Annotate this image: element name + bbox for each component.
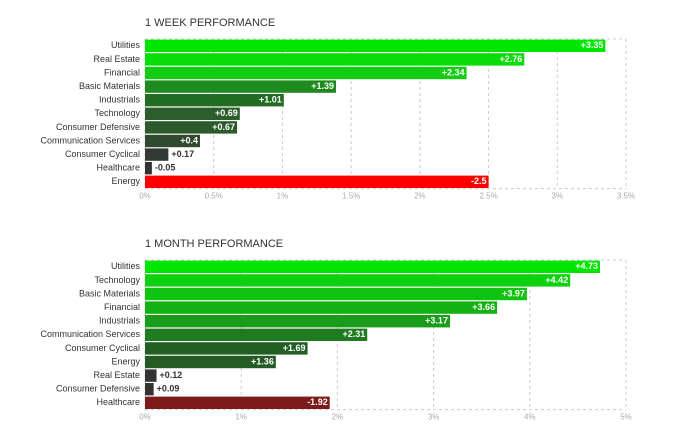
value-label: +1.01 <box>259 95 282 105</box>
bar <box>145 301 498 314</box>
category-label: Energy <box>111 356 140 366</box>
value-label: +3.17 <box>425 316 448 326</box>
category-label: Consumer Defensive <box>56 122 140 132</box>
category-label: Technology <box>94 108 140 118</box>
x-tick-label: 5% <box>620 413 632 422</box>
bar <box>145 53 525 66</box>
value-label: +4.73 <box>575 261 598 271</box>
category-label: Basic Materials <box>79 81 141 91</box>
bar <box>145 342 308 355</box>
value-label: +0.17 <box>171 149 194 159</box>
value-label: +4.42 <box>545 275 568 285</box>
value-label: +1.36 <box>251 356 274 366</box>
bar <box>145 94 284 107</box>
bar <box>145 328 368 341</box>
category-label: Basic Materials <box>79 288 141 298</box>
bar <box>145 383 154 396</box>
x-tick-label: 1% <box>235 413 247 422</box>
value-label: +3.66 <box>472 302 495 312</box>
value-label: +1.69 <box>283 343 306 353</box>
category-label: Real Estate <box>93 54 140 64</box>
category-label: Communication Services <box>40 135 140 145</box>
value-label: +1.39 <box>311 81 334 91</box>
value-label: +2.31 <box>342 329 365 339</box>
value-label: -2.5 <box>471 176 487 186</box>
value-label: +3.35 <box>581 40 604 50</box>
category-label: Utilities <box>111 40 141 50</box>
category-label: Consumer Cyclical <box>65 149 140 159</box>
bar <box>145 287 527 301</box>
bar <box>145 260 601 273</box>
value-label: +0.12 <box>160 370 183 380</box>
bar <box>145 121 238 134</box>
x-tick-label: 0% <box>139 413 151 422</box>
category-label: Industrials <box>99 95 141 105</box>
x-tick-label: 0% <box>139 192 151 201</box>
category-label: Financial <box>104 302 140 312</box>
x-tick-label: 1% <box>277 192 289 201</box>
bar <box>145 39 606 52</box>
bar <box>145 107 240 120</box>
x-tick-label: 3.5% <box>617 192 635 201</box>
bar <box>145 162 152 175</box>
bar <box>145 369 157 382</box>
category-label: Financial <box>104 67 140 77</box>
category-label: Industrials <box>99 316 141 326</box>
chart-title: 1 MONTH PERFORMANCE <box>145 238 283 250</box>
x-tick-label: 2.5% <box>479 192 497 201</box>
bar <box>145 396 330 409</box>
category-label: Healthcare <box>96 163 140 173</box>
x-tick-label: 3% <box>552 192 564 201</box>
bar <box>145 175 489 188</box>
bar <box>145 134 200 148</box>
bar <box>145 355 276 369</box>
value-label: +0.09 <box>157 384 180 394</box>
x-tick-label: 4% <box>524 413 536 422</box>
value-label: +2.34 <box>442 67 465 77</box>
x-tick-label: 2% <box>332 413 344 422</box>
value-label: +3.97 <box>502 288 525 298</box>
category-label: Consumer Cyclical <box>65 343 140 353</box>
value-label: -1.92 <box>307 397 328 407</box>
chart-title: 1 WEEK PERFORMANCE <box>145 17 275 29</box>
x-tick-label: 2% <box>414 192 426 201</box>
category-label: Technology <box>94 275 140 285</box>
x-tick-label: 1.5% <box>342 192 360 201</box>
category-label: Healthcare <box>96 397 140 407</box>
value-label: +0.69 <box>215 108 238 118</box>
x-tick-label: 0.5% <box>205 192 223 201</box>
category-label: Utilities <box>111 261 141 271</box>
bar <box>145 148 169 161</box>
value-label: +0.4 <box>180 135 198 145</box>
value-label: -0.05 <box>155 163 176 173</box>
bar <box>145 66 467 80</box>
category-label: Energy <box>111 176 140 186</box>
bar <box>145 274 571 287</box>
category-label: Communication Services <box>40 329 140 339</box>
category-label: Real Estate <box>93 370 140 380</box>
category-label: Consumer Defensive <box>56 384 140 394</box>
bar <box>145 315 450 328</box>
value-label: +0.67 <box>212 122 235 132</box>
value-label: +2.76 <box>500 54 523 64</box>
bar <box>145 80 337 93</box>
x-tick-label: 3% <box>428 413 440 422</box>
